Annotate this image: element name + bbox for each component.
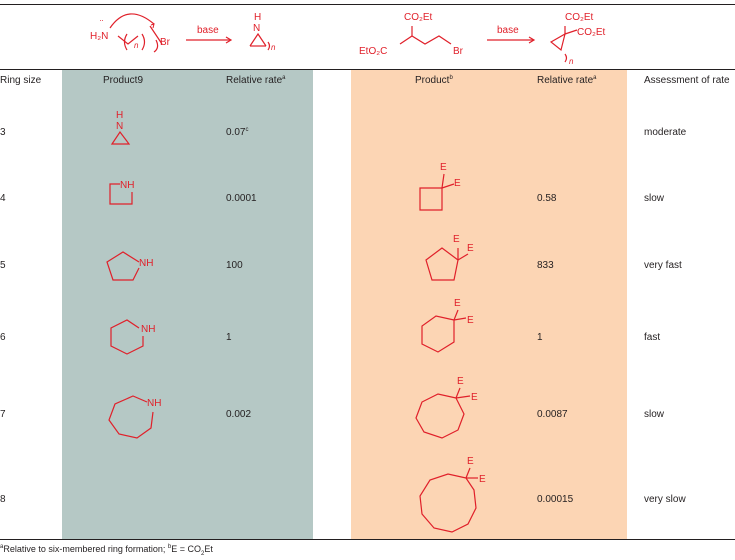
product-column-amines-background	[62, 69, 313, 539]
assessment-cell: moderate	[644, 127, 687, 138]
azetidine-structure: NH	[109, 180, 134, 205]
svg-text:E: E	[479, 474, 486, 485]
header-product-amine: Product9	[103, 75, 144, 86]
svg-text:E: E	[467, 456, 474, 467]
pyrrolidine-structure: NH	[106, 251, 153, 281]
aziridine-h: H	[254, 12, 261, 23]
table-footnote: aRelative to six-membered ring formation…	[0, 544, 213, 557]
cyclobutane-diester-structure: E E	[419, 162, 461, 211]
svg-text:NH: NH	[120, 180, 134, 191]
diester-top-group: CO₂Et	[404, 12, 433, 23]
svg-text:E: E	[471, 392, 478, 403]
diester-left-group: EtO₂C	[359, 46, 387, 57]
rate-ester-cell: 0.0087	[537, 409, 568, 420]
assessment-cell: slow	[644, 409, 665, 420]
diester-cyclisation-reaction: CO₂Et EtO₂C Br base CO₂Et CO₂Et n	[359, 12, 606, 66]
svg-text:E: E	[457, 376, 464, 387]
svg-text:H: H	[116, 110, 123, 121]
rate-ester-cell: 1	[537, 332, 543, 343]
rate-ester-cell: 0.00015	[537, 494, 574, 505]
cycloheptane-diester-structure: E E	[415, 376, 478, 439]
header-relative-rate-ester: Relative ratea	[537, 75, 597, 86]
assessment-cell: very slow	[644, 494, 686, 505]
svg-text:E: E	[440, 162, 447, 173]
index-n: n	[134, 41, 139, 50]
rate-amine-cell: 0.07c	[226, 127, 249, 138]
top-rule	[0, 4, 735, 5]
ring-size-cell: 5	[0, 260, 6, 271]
svg-text:E: E	[454, 178, 461, 189]
svg-text:NH: NH	[141, 324, 155, 335]
rate-ester-cell: 833	[537, 260, 554, 271]
ring-size-cell: 3	[0, 127, 6, 138]
ring-size-cell: 6	[0, 332, 6, 343]
product-top-ester: CO₂Et	[565, 12, 594, 23]
diester-leaving-group: Br	[453, 46, 464, 57]
rate-amine-cell: 100	[226, 260, 243, 271]
header-product-ester: Productb	[415, 75, 453, 86]
product-column-esters-background	[351, 69, 627, 539]
svg-text:E: E	[467, 315, 474, 326]
ring-size-cell: 4	[0, 193, 6, 204]
assessment-cell: slow	[644, 193, 665, 204]
assessment-cell: fast	[644, 332, 661, 343]
cyclohexane-diester-structure: E E	[421, 298, 474, 353]
base-label-1: base	[197, 25, 219, 36]
bottom-rule	[0, 539, 735, 540]
header-rule	[0, 69, 735, 70]
rate-ester-cell: 0.58	[537, 193, 557, 204]
header-relative-rate-amine: Relative ratea	[226, 75, 286, 86]
svg-text:N: N	[116, 121, 123, 132]
aziridine-structure: H N	[110, 110, 131, 145]
azepane-structure: NH	[108, 395, 161, 439]
amine-cyclisation-reaction: H₂N ¨ n Br H N n base	[90, 12, 276, 53]
rate-amine-cell: 0.002	[226, 409, 252, 420]
rate-amine-cell: 1	[226, 332, 232, 343]
svg-text:NH: NH	[147, 398, 161, 409]
ring-size-cell: 7	[0, 409, 6, 420]
svg-text:E: E	[467, 243, 474, 254]
aziridine-index-n: n	[271, 43, 276, 52]
amine-leaving-group: Br	[160, 37, 171, 48]
assessment-cell: very fast	[644, 260, 682, 271]
product-right-ester: CO₂Et	[577, 27, 606, 38]
ring-size-cell: 8	[0, 494, 6, 505]
svg-text:E: E	[453, 234, 460, 245]
cyclooctane-diester-structure: E E	[419, 456, 486, 533]
aziridine-n: N	[253, 23, 260, 34]
cyclopentane-diester-structure: E E	[425, 234, 474, 281]
product-index-n: n	[569, 57, 574, 66]
svg-text:E: E	[454, 298, 461, 309]
piperidine-structure: NH	[110, 319, 155, 355]
header-ring-size: Ring size	[0, 75, 42, 86]
rate-amine-cell: 0.0001	[226, 193, 257, 204]
base-label-2: base	[497, 25, 519, 36]
header-assessment: Assessment of rate	[644, 75, 730, 86]
svg-text:NH: NH	[139, 258, 153, 269]
amine-reagent-label: H₂N	[90, 31, 108, 42]
lone-pair-dots: ¨	[100, 19, 103, 30]
